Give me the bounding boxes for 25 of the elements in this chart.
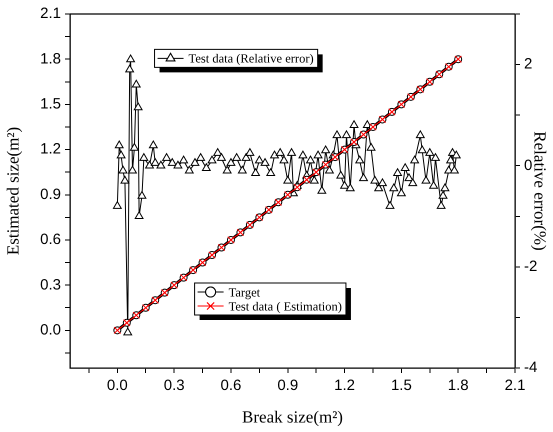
y-tick-label: 0.9 — [40, 186, 61, 203]
x-tick-label: 1.8 — [448, 377, 469, 394]
y-tick-label: 1.5 — [40, 96, 61, 113]
y-tick-label: 0.0 — [40, 321, 61, 338]
y2-tick-label: -4 — [524, 359, 538, 376]
y-tick-label: 1.8 — [40, 50, 61, 68]
x-axis-title: Break size(m²) — [242, 407, 343, 426]
x-tick-label: 1.5 — [390, 377, 412, 394]
y-tick-label: 2.1 — [40, 5, 61, 22]
y-axis-title: Estimated size(m²) — [4, 126, 23, 256]
y-tick-label: 0.3 — [40, 276, 61, 294]
y2-tick-label: 0 — [524, 156, 532, 174]
y-tick-label: 0.6 — [40, 231, 61, 248]
x-tick-label: 0.9 — [277, 377, 298, 394]
y-tick-label: 1.2 — [40, 140, 61, 158]
x-tick-label: 0.6 — [220, 377, 242, 394]
y2-tick-label: -2 — [524, 258, 538, 275]
x-tick-label: 2.1 — [504, 377, 526, 394]
legend-label: Target — [228, 285, 261, 300]
legend-label: Test data (Relative error) — [188, 52, 314, 66]
y2-tick-label: 2 — [524, 56, 532, 73]
x-tick-label: 1.2 — [334, 377, 356, 394]
x-tick-label: 0.0 — [106, 377, 128, 394]
x-tick-label: 0.3 — [164, 377, 185, 394]
legend-label: Test data ( Estimation) — [228, 299, 342, 314]
